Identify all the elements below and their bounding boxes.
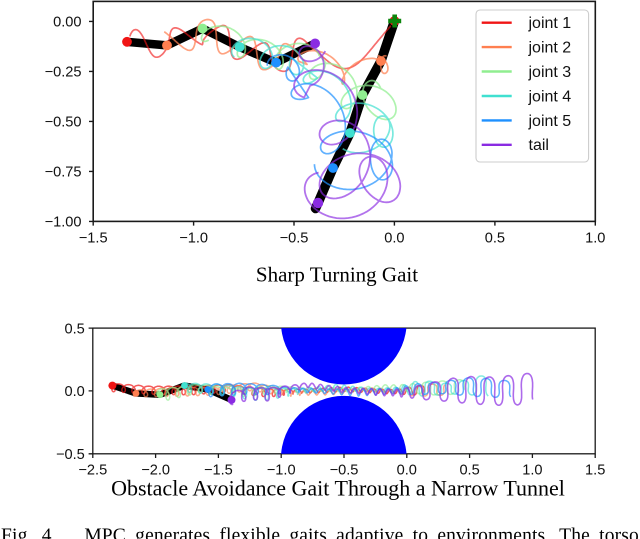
svg-text:1.5: 1.5 bbox=[585, 463, 605, 479]
svg-text:joint 1: joint 1 bbox=[528, 15, 572, 32]
svg-text:−2.5: −2.5 bbox=[78, 463, 107, 479]
svg-text:0.0: 0.0 bbox=[397, 463, 417, 479]
svg-text:0.0: 0.0 bbox=[65, 384, 85, 400]
svg-text:0.00: 0.00 bbox=[53, 15, 81, 31]
svg-text:−0.5: −0.5 bbox=[56, 447, 85, 463]
svg-text:Sharp Turning Gait: Sharp Turning Gait bbox=[256, 263, 418, 287]
svg-text:joint 2: joint 2 bbox=[528, 40, 572, 57]
svg-text:0.5: 0.5 bbox=[485, 231, 505, 247]
svg-text:1.0: 1.0 bbox=[585, 231, 605, 247]
svg-text:−1.0: −1.0 bbox=[267, 463, 296, 479]
svg-text:−2.0: −2.0 bbox=[141, 463, 170, 479]
svg-text:0.5: 0.5 bbox=[459, 463, 479, 479]
svg-text:1.0: 1.0 bbox=[522, 463, 542, 479]
svg-text:−0.75: −0.75 bbox=[45, 165, 82, 181]
svg-text:−1.5: −1.5 bbox=[204, 463, 233, 479]
svg-text:0.0: 0.0 bbox=[384, 231, 404, 247]
svg-text:Fig. 4. MPC generates flexib: Fig. 4. MPC generates flexible gaits ada… bbox=[1, 526, 639, 539]
svg-text:−1.5: −1.5 bbox=[79, 231, 108, 247]
svg-text:tail: tail bbox=[529, 137, 549, 154]
svg-text:−0.25: −0.25 bbox=[45, 65, 82, 81]
svg-text:−0.5: −0.5 bbox=[280, 231, 309, 247]
svg-text:−0.5: −0.5 bbox=[330, 463, 359, 479]
svg-text:−1.00: −1.00 bbox=[45, 215, 82, 231]
svg-text:joint 5: joint 5 bbox=[528, 113, 572, 130]
svg-text:0.5: 0.5 bbox=[65, 321, 85, 337]
svg-text:Obstacle Avoidance Gait Throug: Obstacle Avoidance Gait Through a Narrow… bbox=[111, 476, 565, 501]
svg-text:joint 4: joint 4 bbox=[528, 88, 572, 105]
svg-text:−0.50: −0.50 bbox=[45, 115, 82, 131]
svg-text:joint 3: joint 3 bbox=[528, 64, 572, 81]
svg-text:−1.0: −1.0 bbox=[179, 231, 208, 247]
